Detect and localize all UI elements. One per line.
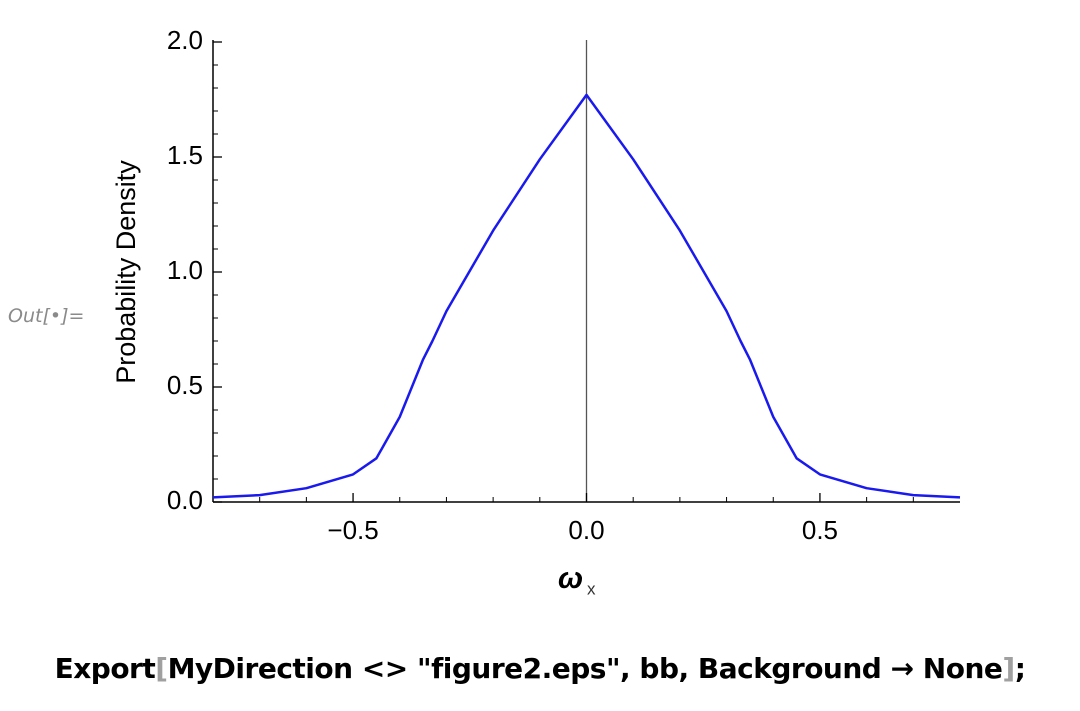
chart: Probability Density ω x 0.0 0.5 1.0 1.5 2.0 −…	[111, 25, 961, 598]
out-label: Out[•]=	[8, 305, 85, 327]
x-tick-label: 0.0	[568, 515, 604, 545]
y-axis-label: Probability Density	[111, 160, 141, 384]
y-tick-label: 0.5	[167, 370, 203, 400]
x-axis-label-subscript: x	[587, 579, 596, 598]
x-axis-label: ω	[558, 562, 583, 595]
line-series	[212, 93, 961, 499]
x-tick-label: −0.5	[327, 515, 378, 545]
y-tick-label: 0.0	[167, 485, 203, 515]
code-input[interactable]: Export[MyDirection <> "figure2.eps", bb,…	[0, 652, 1080, 685]
y-tick-label: 1.0	[167, 255, 203, 285]
code-bracket: ]	[1002, 652, 1015, 685]
code-text: ;	[1014, 652, 1026, 685]
y-tick-label: 1.5	[167, 140, 203, 170]
code-text: Export	[54, 652, 156, 685]
x-tick-label: 0.5	[802, 515, 838, 545]
code-text: MyDirection <> "figure2.eps", bb, Backgr…	[167, 652, 1003, 685]
code-bracket: [	[155, 652, 168, 685]
y-tick-label: 2.0	[167, 25, 203, 55]
